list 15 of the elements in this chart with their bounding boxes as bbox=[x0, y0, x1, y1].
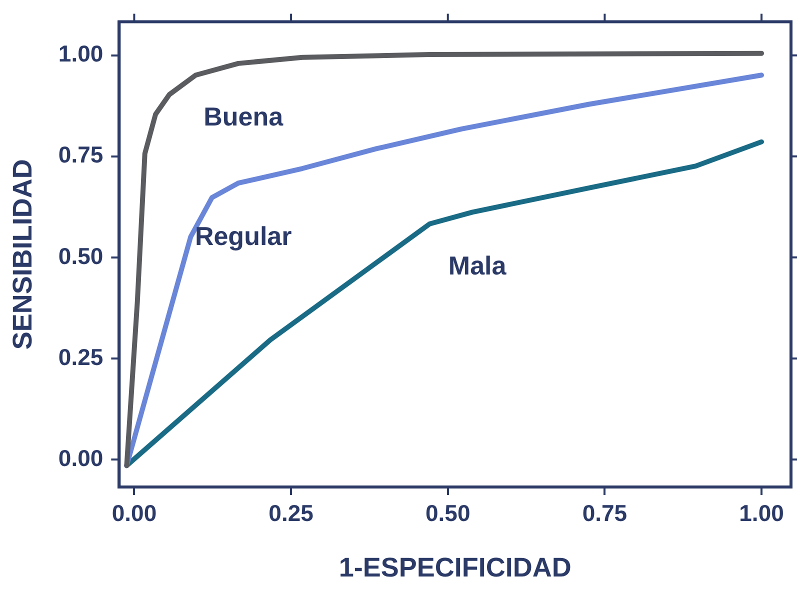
series-label: Mala bbox=[448, 250, 507, 280]
x-axis-title: 1-ESPECIFICIDAD bbox=[338, 552, 572, 582]
y-axis-title: SENSIBILIDAD bbox=[8, 159, 38, 350]
x-tick-label: 0.75 bbox=[582, 500, 628, 526]
x-tick-label: 1.00 bbox=[739, 500, 784, 526]
series-label: Buena bbox=[204, 102, 284, 132]
x-tick-label: 0.50 bbox=[425, 500, 470, 526]
x-tick-label: 0.00 bbox=[112, 500, 157, 526]
y-tick-label: 0.75 bbox=[58, 142, 104, 168]
y-tick-label: 0.25 bbox=[58, 344, 104, 370]
y-tick-label: 0.00 bbox=[58, 444, 104, 471]
x-tick-label: 0.25 bbox=[268, 500, 314, 526]
y-tick-label: 1.00 bbox=[58, 40, 104, 67]
series-label: Regular bbox=[194, 221, 292, 252]
y-tick-label: 0.50 bbox=[58, 242, 104, 269]
